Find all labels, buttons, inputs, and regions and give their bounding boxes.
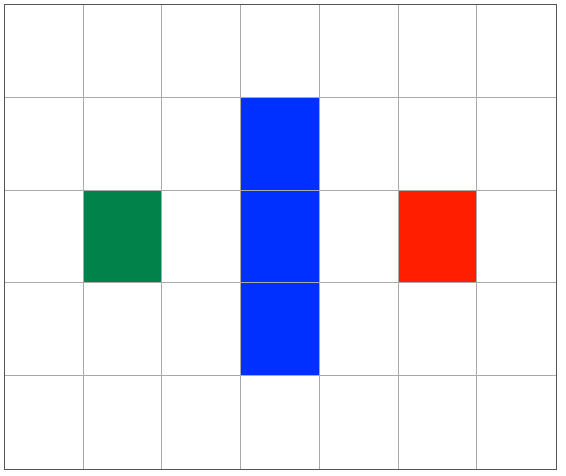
blue-block[interactable] <box>241 283 320 377</box>
board-cell[interactable] <box>5 5 84 98</box>
board-cell[interactable] <box>319 5 399 98</box>
board-cell[interactable] <box>398 5 478 98</box>
board-cell[interactable] <box>241 5 320 98</box>
board-cell[interactable] <box>241 376 320 469</box>
board-cell[interactable] <box>319 190 399 284</box>
board-cell[interactable] <box>83 97 163 191</box>
blue-block[interactable] <box>241 190 320 284</box>
board-cell[interactable] <box>162 5 242 98</box>
board-cell[interactable] <box>83 5 163 98</box>
board-cell[interactable] <box>162 376 242 469</box>
board-cell[interactable] <box>319 283 399 377</box>
board-cell[interactable] <box>83 283 163 377</box>
board-cell[interactable] <box>477 97 556 191</box>
board-cell[interactable] <box>162 97 242 191</box>
board-cell[interactable] <box>5 376 84 469</box>
board-cell[interactable] <box>5 190 84 284</box>
board-cell[interactable] <box>477 283 556 377</box>
board-cell[interactable] <box>477 5 556 98</box>
board-cell[interactable] <box>319 376 399 469</box>
board-cell[interactable] <box>319 97 399 191</box>
board-cell[interactable] <box>83 376 163 469</box>
red-block[interactable] <box>398 190 478 284</box>
board-cell[interactable] <box>5 283 84 377</box>
board-cell[interactable] <box>477 376 556 469</box>
board-cell[interactable] <box>398 97 478 191</box>
board-cell[interactable] <box>5 97 84 191</box>
board-cell[interactable] <box>162 283 242 377</box>
blue-block[interactable] <box>241 97 320 191</box>
board-cell[interactable] <box>477 190 556 284</box>
board-cell[interactable] <box>398 376 478 469</box>
board-cell[interactable] <box>398 283 478 377</box>
board-cell[interactable] <box>162 190 242 284</box>
game-board <box>4 4 557 470</box>
green-block[interactable] <box>83 190 163 284</box>
